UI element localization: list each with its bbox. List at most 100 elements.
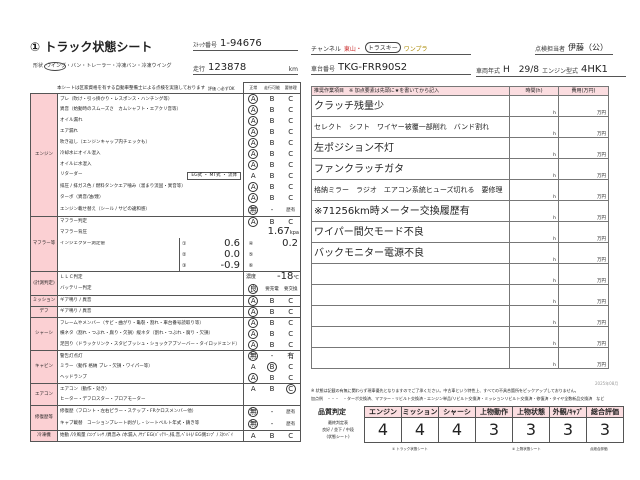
shape-options: ウイング・バン・トレーラー・冷凍バン・冷凍ウイング	[46, 63, 172, 69]
rating-value: C	[288, 128, 294, 136]
engine-label: エンジン型式	[542, 68, 579, 75]
time-unit: h	[509, 158, 559, 180]
rating-selected: A	[248, 149, 259, 159]
rating-value: C	[288, 297, 294, 305]
injector-row: ② 0.0 ⑤	[31, 249, 301, 260]
grade-footnote: ② 上物状態シート	[512, 447, 541, 451]
rating-option: B	[262, 383, 282, 395]
grade-value: 4	[438, 417, 476, 443]
item-text: ヘッドランプ	[60, 375, 87, 380]
stock-number: ｽﾄｯｸ番号 1-94676	[193, 38, 298, 51]
grade-footnote: ① トラック状態シート	[392, 447, 428, 451]
item-text: 警告灯点灯	[60, 353, 83, 359]
item-label: マフラー判定	[57, 215, 244, 227]
rating-option: A	[243, 126, 263, 138]
rating-option: C	[281, 339, 301, 351]
table-row: 横ネタ（割れ・つぶれ・腐り・欠損）縦ネタ（割れ・つぶれ・腐り・欠損） A B C	[31, 328, 301, 340]
injector-value: 0.6	[224, 238, 240, 249]
rating-option: B	[263, 193, 282, 204]
cost-unit: 万円	[558, 179, 609, 201]
table-row: ミラー（動作 格納 ブレ・欠損・ワイパー等） A B C	[31, 361, 301, 373]
channel-option-selected: トラスキー	[364, 42, 401, 53]
eval-label: 評価 ○必ずOK	[208, 86, 235, 91]
item-label: マフラー背圧	[57, 227, 244, 238]
item-text: バッテリー判定	[60, 286, 92, 292]
item-label: 修復歴（フロント・左右ピラー・ステップ・FRクロスメンバー他）	[57, 405, 244, 418]
injector-line: ⑥	[245, 260, 300, 271]
grade-table: エンジン ミッション シャーシ 上物動作 上物状態 外観/ｷｬﾌﾞ 総合評価 4 4 4 3 3 3 3	[364, 406, 624, 443]
rating-value: B	[269, 308, 275, 316]
injector-index: ②	[182, 251, 187, 258]
mileage-value: 123878	[208, 62, 247, 73]
injector-line: ④ 0.2	[245, 238, 300, 249]
rating-option: A	[243, 339, 263, 351]
shape-selected-circle	[44, 62, 66, 71]
channel-option: ワンプラ	[403, 46, 428, 53]
work-item	[311, 305, 510, 327]
rating-option: C	[281, 126, 301, 138]
rating-selected: 無	[248, 419, 259, 429]
work-item-row: バックモニター電源不良 h 万円	[311, 242, 609, 264]
rating-option: A	[243, 170, 263, 182]
chassis-label: 車台番号	[311, 66, 336, 73]
rating-value: B	[269, 128, 275, 136]
table-row: ミッション ギア鳴り / 異音 A B C	[30, 295, 301, 307]
injector-row: ③ -0.9 ⑥	[31, 260, 301, 272]
rating-value: B	[269, 319, 275, 328]
rating-value: B	[269, 150, 275, 158]
table-row: 修復歴等 修復歴（フロント・左右ピラー・ステップ・FRクロスメンバー他） 無 - 歴有	[30, 405, 301, 431]
rating-value: C	[288, 217, 294, 226]
item-text: オイル漏れ	[60, 118, 83, 124]
rating-option: C	[281, 192, 301, 204]
grade-footnote: 点総合評価	[590, 447, 608, 451]
stock-value: 1-94676	[220, 38, 262, 49]
item-text: エンジン載せ替え（シール / サビの違和感）	[60, 206, 150, 212]
injector-index: ①	[182, 240, 187, 247]
item-text: マフラー背圧	[60, 229, 87, 235]
cost-unit: 万円	[558, 116, 609, 138]
rating-option: B	[262, 295, 282, 307]
work-header: 推奨作業項目 ※ 加点要素は先頭に★を書いてから記入	[311, 86, 510, 96]
grade-value: 4	[364, 417, 402, 443]
rating-option: 無	[243, 418, 263, 431]
rating-option: B	[262, 306, 282, 318]
table-row: オイルに水混入 A B C	[31, 159, 301, 171]
item-label: エアコン（動作・効き）	[57, 383, 244, 395]
rating-option: C	[281, 361, 301, 373]
value: -18	[277, 271, 294, 282]
work-item-row: ※71256km時メーター交換履歴有 h 万円	[311, 200, 609, 222]
rating-value: B	[269, 172, 275, 180]
work-item: ワイパー間欠モード不良	[311, 221, 510, 243]
table-row: キャビン 警告灯点灯 無 - 有	[30, 350, 301, 384]
time-unit: h	[509, 200, 559, 222]
table-row: バッテリー判定 良 要充電 要交換	[31, 283, 301, 296]
cost-unit: 万円	[558, 347, 609, 369]
rating-option: C	[281, 295, 301, 307]
rating-option: B	[263, 182, 282, 193]
rating-option: B	[262, 93, 282, 105]
work-item: 左ポジション不灯	[311, 137, 510, 159]
item-text: ギア鳴り / 異音	[60, 309, 92, 315]
item-label: エア漏れ	[57, 126, 244, 138]
work-item: ファンクラッチガタ	[311, 158, 510, 180]
rating-value: C	[288, 106, 294, 114]
rating-value: B	[269, 194, 275, 202]
rating-value: C	[288, 308, 294, 316]
rating-option: C	[281, 215, 301, 227]
value-unit: kpa	[289, 230, 299, 236]
work-item-row: h 万円	[311, 305, 609, 327]
category-label: エアコン	[30, 383, 58, 406]
time-unit: h	[509, 347, 559, 369]
table-row: (計測判定) ＬＬＣ判定 濃度 -18℃	[30, 271, 301, 296]
item-label: ヒーター・デフロスター・ブロアモーター	[57, 394, 244, 406]
value-label: 濃度	[246, 274, 257, 280]
rating-selected: A	[248, 116, 259, 126]
rating-option: A	[243, 328, 263, 340]
work-item-row: h 万円	[311, 326, 609, 348]
rating-option: C	[281, 170, 301, 182]
engine-value: 4HK1	[581, 64, 608, 75]
rating-option: B	[262, 215, 282, 227]
rating-option: -	[262, 350, 282, 362]
item-label: 横ネタ（割れ・つぶれ・腐り・欠損）縦ネタ（割れ・つぶれ・腐り・欠損）	[57, 328, 244, 340]
cost-unit: 万円	[558, 95, 609, 117]
